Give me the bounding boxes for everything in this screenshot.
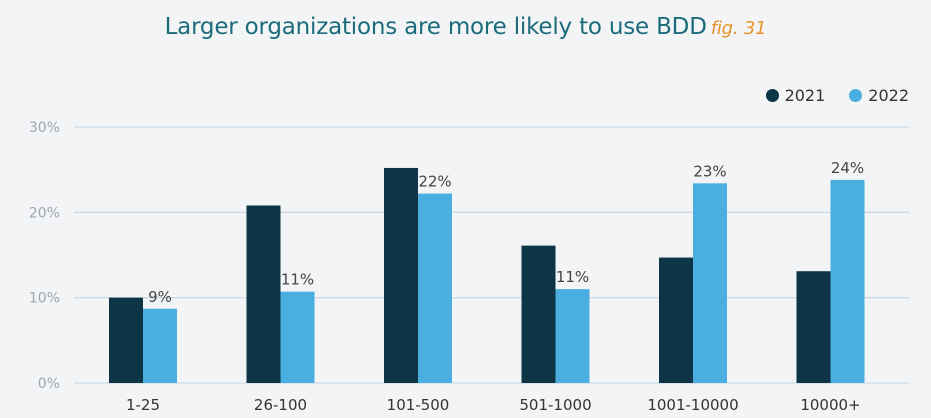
bar-2022-501-1000: [555, 289, 590, 383]
bar-2022-26-100: [280, 291, 315, 383]
data-label: 22%: [418, 173, 451, 191]
y-tick-label: 0%: [38, 376, 60, 392]
data-label: 9%: [148, 288, 172, 306]
chart-title: Larger organizations are more likely to …: [0, 14, 931, 40]
data-label: 23%: [693, 162, 726, 180]
bar-2021-26-100: [246, 205, 281, 383]
x-tick-label: 1001-10000: [647, 396, 738, 414]
chart-title-text: Larger organizations are more likely to …: [164, 14, 707, 40]
chart-legend: 2021 2022: [752, 86, 909, 105]
x-tick-label: 101-500: [387, 396, 450, 414]
x-tick-label: 26-100: [254, 396, 307, 414]
figure-label: fig. 31: [710, 18, 767, 39]
legend-swatch-2021: [765, 89, 779, 102]
bar-2022-1001-10000: [693, 183, 727, 383]
bar-2022-10000+: [830, 179, 865, 383]
data-label: 11%: [281, 271, 314, 289]
bar-2021-1-25: [109, 297, 143, 383]
data-label: 24%: [831, 159, 864, 177]
y-tick-label: 10%: [29, 291, 60, 307]
x-tick-label: 501-1000: [519, 396, 591, 414]
x-tick-label: 1-25: [126, 396, 160, 414]
bar-2022-101-500: [418, 193, 452, 383]
legend-label-2021: 2021: [784, 86, 826, 105]
legend-item-2022: 2022: [849, 86, 909, 105]
data-label: 11%: [556, 268, 589, 286]
bar-2022-1-25: [143, 308, 177, 383]
x-tick-label: 10000+: [800, 396, 860, 414]
legend-swatch-2022: [849, 89, 863, 102]
bar-2021-501-1000: [521, 245, 556, 383]
y-tick-label: 20%: [29, 205, 60, 221]
legend-item-2021: 2021: [765, 86, 826, 105]
bar-2021-1001-10000: [659, 257, 693, 383]
y-tick-label: 30%: [29, 120, 60, 136]
bar-2021-10000+: [796, 271, 831, 383]
legend-label-2022: 2022: [868, 86, 909, 105]
bar-2021-101-500: [384, 167, 418, 383]
